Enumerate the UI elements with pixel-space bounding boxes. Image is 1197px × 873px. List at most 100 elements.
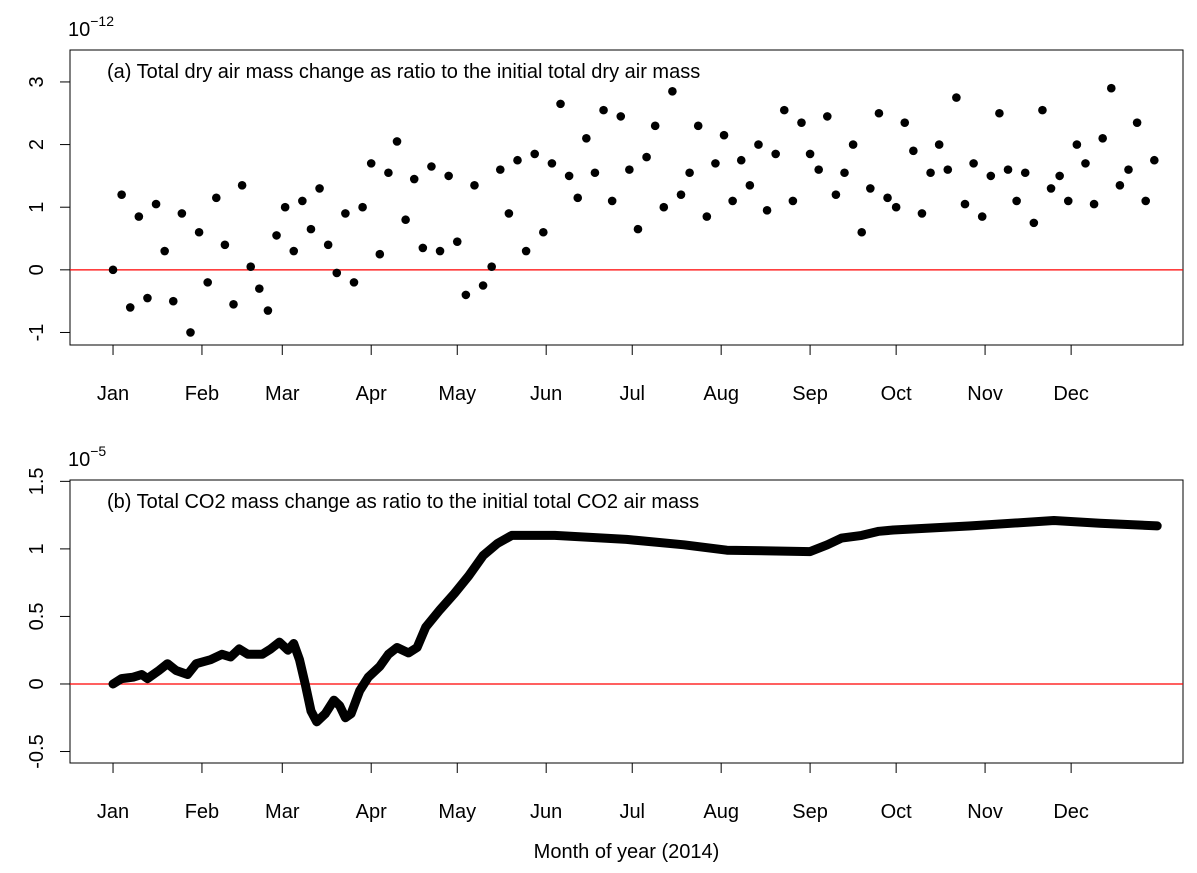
point [736, 155, 746, 165]
panel-title: (a) Total dry air mass change as ratio t… [107, 61, 700, 83]
x-tick-label: Aug [703, 383, 739, 405]
point [349, 278, 359, 287]
point [1106, 83, 1116, 93]
x-tick-label: Feb [185, 383, 219, 405]
x-tick-label: Jun [530, 383, 562, 405]
x-axis-title: Month of year (2014) [534, 841, 720, 863]
point [495, 165, 505, 174]
point [745, 180, 755, 190]
point [650, 121, 660, 131]
point [573, 193, 583, 203]
point [237, 180, 247, 190]
point [702, 212, 712, 221]
point [452, 237, 462, 246]
point [1046, 184, 1056, 193]
point [1029, 218, 1039, 228]
y-tick-label: -0.5 [26, 734, 48, 768]
point [392, 137, 402, 146]
point [323, 240, 333, 250]
point [315, 184, 324, 193]
point [246, 262, 256, 272]
panel-title: (b) Total CO2 mass change as ratio to th… [107, 491, 699, 513]
point [840, 168, 849, 178]
point [797, 118, 806, 127]
point [1012, 196, 1021, 206]
point [866, 184, 875, 193]
point [143, 293, 152, 303]
point [427, 162, 436, 171]
x-tick-label: Feb [185, 801, 219, 823]
point [375, 249, 385, 259]
point [857, 227, 867, 237]
point [108, 265, 118, 275]
point [521, 246, 531, 256]
y-tick-label: 1.5 [26, 467, 48, 495]
point [986, 171, 996, 181]
point [160, 246, 169, 256]
point [530, 149, 540, 159]
point [779, 105, 789, 115]
x-tick-label: Sep [792, 383, 828, 405]
point [444, 171, 453, 181]
point [220, 240, 230, 250]
point [229, 299, 238, 309]
data-line [108, 516, 1162, 727]
multiplier-exponent: −12 [90, 13, 114, 29]
point [478, 281, 488, 290]
y-tick-label: 0 [26, 678, 48, 689]
point [805, 149, 815, 159]
point [1055, 171, 1064, 181]
point [409, 174, 419, 184]
x-tick-label: Apr [356, 383, 387, 405]
point [952, 93, 961, 102]
point [1038, 105, 1047, 115]
point [909, 146, 918, 156]
point [203, 278, 212, 287]
y-tick-label: -1 [26, 324, 48, 342]
point [814, 165, 823, 174]
point [177, 209, 187, 218]
point [186, 328, 195, 337]
point [917, 209, 927, 218]
point [151, 199, 161, 209]
point [900, 118, 910, 127]
point [590, 168, 600, 178]
point [943, 165, 953, 174]
point [754, 140, 763, 149]
point [306, 224, 316, 234]
point [831, 190, 841, 199]
x-tick-label: Apr [356, 801, 387, 823]
y-tick-label: 3 [26, 76, 48, 87]
point [728, 196, 737, 206]
x-tick-label: Dec [1053, 801, 1089, 823]
point [461, 290, 471, 300]
point [168, 296, 178, 306]
point [1132, 118, 1142, 127]
point [848, 140, 858, 149]
point [117, 190, 126, 199]
point [607, 196, 617, 206]
point [1072, 140, 1082, 149]
point [418, 243, 428, 253]
point [616, 112, 626, 121]
x-tick-label: Nov [967, 801, 1003, 823]
point [366, 159, 376, 168]
x-tick-label: Dec [1053, 383, 1089, 405]
point [194, 227, 204, 237]
point [883, 193, 892, 203]
x-tick-label: Mar [265, 801, 300, 823]
point [1063, 196, 1073, 206]
point [1098, 134, 1107, 143]
point [1150, 155, 1159, 165]
point [280, 202, 290, 212]
point [263, 306, 273, 315]
point [1003, 165, 1013, 174]
x-tick-label: Oct [881, 801, 913, 823]
x-tick-label: Jul [619, 383, 645, 405]
point [513, 155, 522, 165]
point [487, 262, 496, 272]
y-tick-label: 0.5 [26, 603, 48, 631]
point [762, 206, 772, 215]
point [659, 202, 669, 212]
